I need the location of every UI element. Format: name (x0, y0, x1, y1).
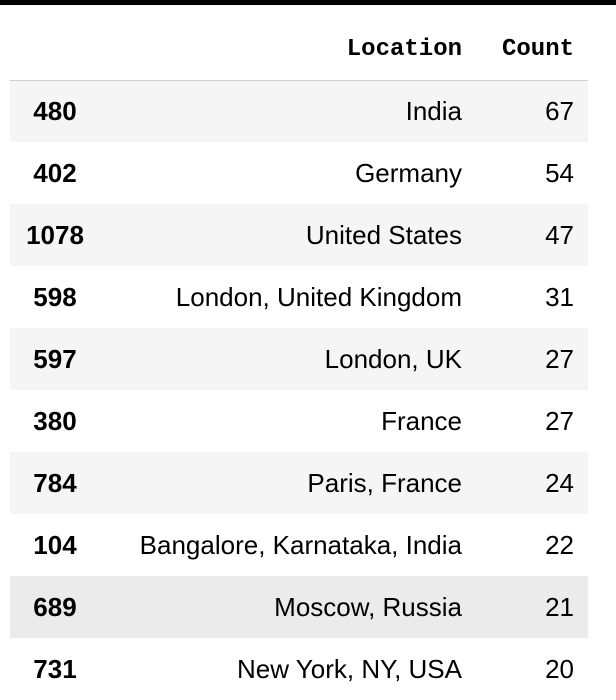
dataframe-output: Location Count 480 India 67 402 Germany … (10, 20, 588, 700)
table-row: 598 London, United Kingdom 31 (10, 266, 588, 328)
table-row: 1078 United States 47 (10, 204, 588, 266)
top-border (0, 0, 616, 5)
table-row: 380 France 27 (10, 390, 588, 452)
count-cell: 31 (545, 281, 574, 312)
count-cell: 54 (545, 157, 574, 188)
location-cell: India (405, 95, 462, 126)
count-cell: 24 (545, 467, 574, 498)
count-cell: 47 (545, 219, 574, 250)
count-header: Count (476, 20, 588, 81)
location-cell: Bangalore, Karnataka, India (139, 529, 462, 560)
location-cell: United States (305, 219, 462, 250)
row-index: 1078 (26, 219, 84, 250)
table-row: 689 Moscow, Russia 21 (10, 576, 588, 638)
table-row: 784 Paris, France 24 (10, 452, 588, 514)
count-cell: 22 (545, 529, 574, 560)
row-index: 104 (33, 529, 77, 560)
count-cell: 20 (545, 653, 574, 684)
location-cell: France (381, 405, 462, 436)
row-index: 402 (33, 157, 77, 188)
table-header: Location Count (10, 20, 588, 81)
row-index: 689 (33, 591, 77, 622)
count-cell: 67 (545, 95, 574, 126)
location-cell: Moscow, Russia (274, 591, 462, 622)
location-cell: Paris, France (307, 467, 462, 498)
location-cell: Germany (355, 157, 462, 188)
location-cell: London, UK (324, 343, 462, 374)
row-index: 598 (33, 281, 77, 312)
table-row: 597 London, UK 27 (10, 328, 588, 390)
row-index: 380 (33, 405, 77, 436)
header-row: Location Count (10, 20, 588, 81)
row-index: 784 (33, 467, 77, 498)
index-header (10, 20, 100, 81)
location-header: Location (100, 20, 476, 81)
table-row: 480 India 67 (10, 80, 588, 142)
table-row: 731 New York, NY, USA 20 (10, 638, 588, 700)
count-cell: 27 (545, 343, 574, 374)
location-cell: New York, NY, USA (237, 653, 462, 684)
dataframe-table: Location Count 480 India 67 402 Germany … (10, 20, 588, 700)
table-body: 480 India 67 402 Germany 54 1078 United … (10, 80, 588, 700)
count-cell: 27 (545, 405, 574, 436)
table-row: 104 Bangalore, Karnataka, India 22 (10, 514, 588, 576)
row-index: 597 (33, 343, 77, 374)
count-cell: 21 (545, 591, 574, 622)
row-index: 731 (33, 653, 77, 684)
table-row: 402 Germany 54 (10, 142, 588, 204)
row-index: 480 (33, 95, 77, 126)
location-cell: London, United Kingdom (175, 281, 462, 312)
